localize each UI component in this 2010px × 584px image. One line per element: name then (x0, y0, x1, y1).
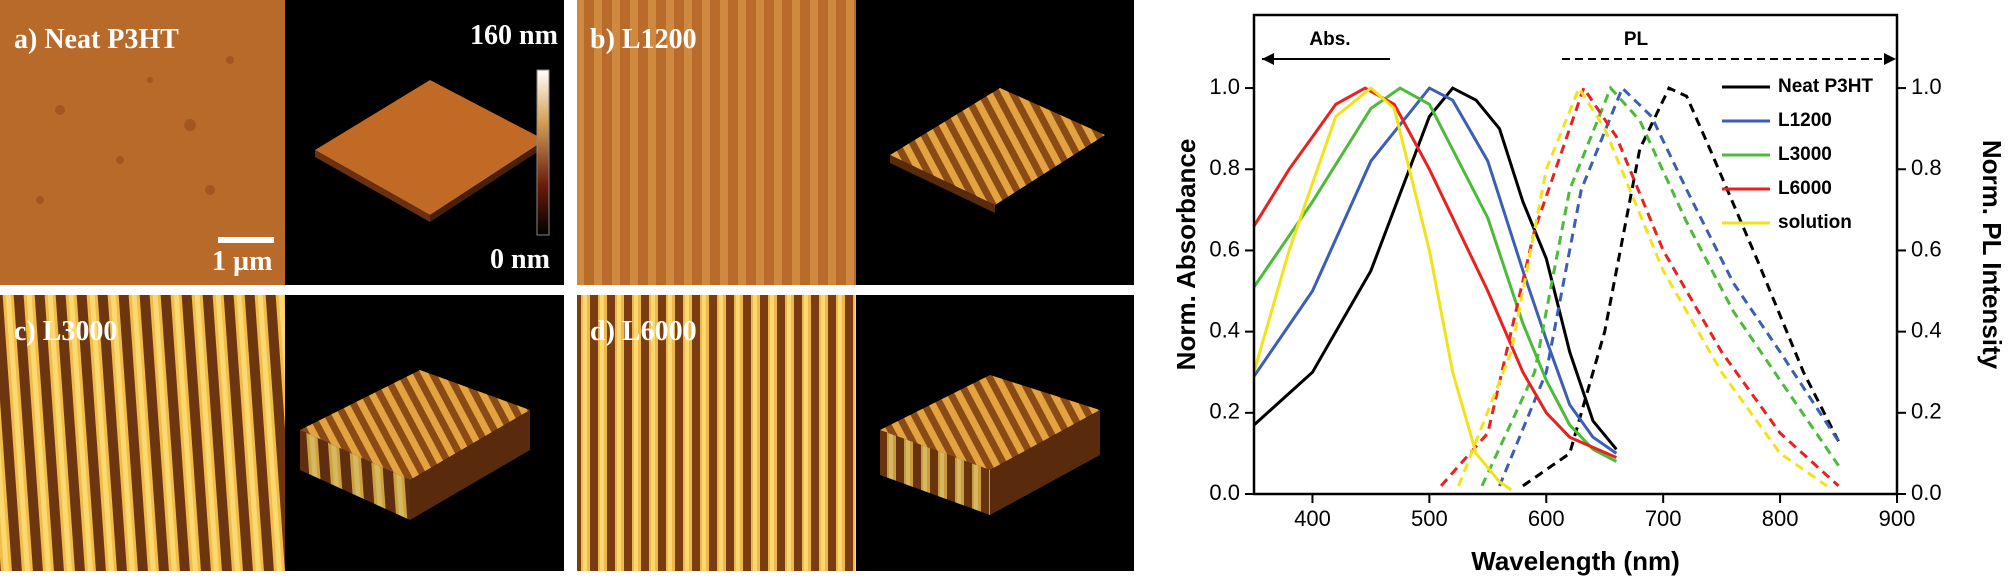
absorbance-line (1252, 86, 1618, 455)
pl-line (1439, 84, 1840, 488)
afm-side (430, 140, 545, 222)
y-tick-label: 0.8 (1209, 155, 1240, 180)
plot-frame (1252, 13, 1899, 496)
panel-label: d) L6000 (590, 316, 697, 347)
pl-line (1480, 85, 1840, 487)
afm-side (890, 155, 995, 213)
absorbance-line (1252, 86, 1513, 492)
y-tick-label: 1.0 (1209, 74, 1240, 99)
x-tick-label: 700 (1645, 506, 1682, 531)
afm-side (880, 430, 990, 515)
afm-side (315, 150, 430, 222)
legend-label: solution (1778, 212, 1852, 233)
y-tick-label: 0.2 (1209, 399, 1240, 424)
afm-surface (880, 375, 1100, 470)
pl-line (1522, 86, 1840, 488)
y-tick-label: 0.6 (1209, 236, 1240, 261)
panel-label: a) Neat P3HT (14, 24, 179, 55)
y2-tick-label: 0.8 (1911, 155, 1942, 180)
panel-label: c) L3000 (14, 316, 117, 347)
annotation: Abs. (1309, 29, 1350, 50)
y-axis-label: Norm. Absorbance (1171, 139, 1201, 371)
afm-texture (36, 56, 234, 204)
legend-label: L3000 (1778, 144, 1832, 165)
afm-image (577, 0, 856, 285)
y2-tick-label: 0.4 (1911, 317, 1942, 342)
x-tick-label: 400 (1294, 506, 1331, 531)
pl-line (1457, 84, 1828, 488)
chart: 400 500 600 700 800 9000.00.20.40.60.81.00.00… (1171, 13, 2007, 576)
annotation: PL (1624, 29, 1649, 50)
legend-label: L1200 (1778, 110, 1832, 131)
afm-surface (890, 88, 1105, 205)
y-tick-label: 0.0 (1209, 480, 1240, 505)
afm-side (990, 410, 1100, 515)
afm-side (410, 410, 530, 520)
y2-tick-label: 0.0 (1911, 480, 1942, 505)
afm-side (300, 430, 410, 520)
afm-surface (300, 370, 530, 480)
colorbar-max: 160 nm (470, 20, 558, 51)
arrow-head (1262, 53, 1274, 65)
absorbance-line (1252, 86, 1618, 463)
y-tick-label: 0.4 (1209, 317, 1240, 342)
arrow-head (1884, 53, 1896, 65)
y2-axis-label: Norm. PL Intensity (1977, 140, 2007, 370)
scale-bar (218, 237, 274, 243)
legend-label: Neat P3HT (1778, 76, 1873, 97)
colorbar-min: 0 nm (490, 244, 550, 275)
x-tick-label: 600 (1528, 506, 1565, 531)
y2-tick-label: 0.6 (1911, 236, 1942, 261)
x-tick-label: 900 (1879, 506, 1916, 531)
panel-label: b) L1200 (590, 24, 697, 55)
afm-image (577, 295, 856, 571)
x-tick-label: 800 (1762, 506, 1799, 531)
afm-surface (315, 80, 545, 215)
x-axis-label: Wavelength (nm) (1471, 546, 1679, 576)
y2-tick-label: 1.0 (1911, 74, 1942, 99)
absorbance-line (1252, 86, 1618, 451)
x-tick-label: 500 (1411, 506, 1448, 531)
scale-bar-label: 1 µm (212, 246, 272, 277)
y2-tick-label: 0.2 (1911, 399, 1942, 424)
pl-line (1498, 85, 1840, 487)
legend-label: L6000 (1778, 178, 1832, 199)
absorbance-line (1252, 86, 1617, 459)
afm-image (0, 295, 285, 571)
colorbar (536, 69, 550, 236)
